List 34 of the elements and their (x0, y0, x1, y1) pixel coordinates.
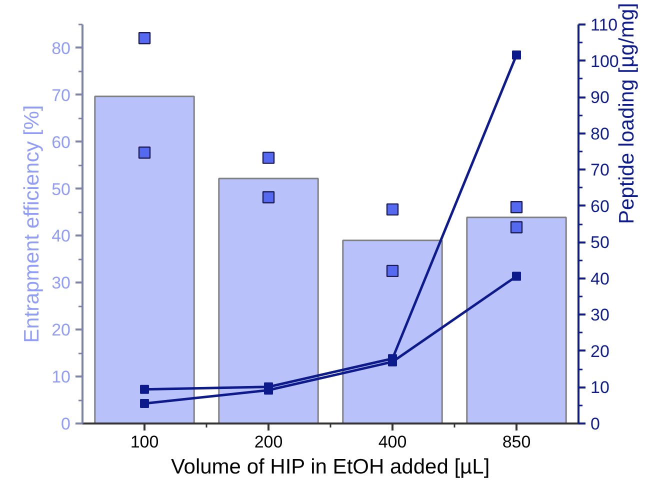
y2-tick-label: 90 (590, 88, 610, 108)
y-tick-label: 0 (61, 414, 71, 434)
bar (342, 240, 443, 424)
y-tick-label: 10 (52, 368, 71, 387)
y2-tick-label: 0 (590, 414, 600, 434)
point (512, 50, 521, 60)
bar (218, 178, 319, 424)
y2-tick-label: 50 (590, 233, 610, 252)
y-tick-label: 80 (52, 38, 71, 58)
bar (466, 216, 567, 424)
x-tick-label: 200 (254, 432, 283, 452)
y2-tick-label: 110 (590, 16, 618, 34)
point (140, 399, 149, 408)
y-tick-label: 50 (52, 180, 71, 199)
x-tick-label: 100 (130, 432, 159, 452)
x-tick-label: 850 (502, 432, 531, 452)
point (512, 272, 521, 281)
y-tick-label: 60 (52, 132, 71, 152)
y2-tick-label: 30 (590, 306, 610, 325)
y-tick-label: 30 (52, 274, 71, 293)
y-tick-label: 70 (52, 86, 71, 105)
y-tick-label: 20 (52, 320, 71, 340)
x-axis-title: Volume of HIP in EtOH added [µL] (170, 456, 490, 478)
y2-tick-label: 20 (590, 342, 610, 361)
x-tick-label: 400 (378, 432, 407, 452)
y2-tick-label: 60 (590, 196, 610, 216)
y2-tick-label: 10 (590, 378, 610, 398)
y2-tick-label: 70 (590, 160, 610, 180)
y2-tick-label: 80 (590, 124, 610, 144)
point (140, 384, 149, 394)
y2-tick-label: 40 (590, 269, 610, 288)
bar (94, 96, 195, 424)
y-tick-label: 40 (52, 226, 71, 246)
y-axis-title: Entrapment efficiency [%] (20, 105, 44, 343)
